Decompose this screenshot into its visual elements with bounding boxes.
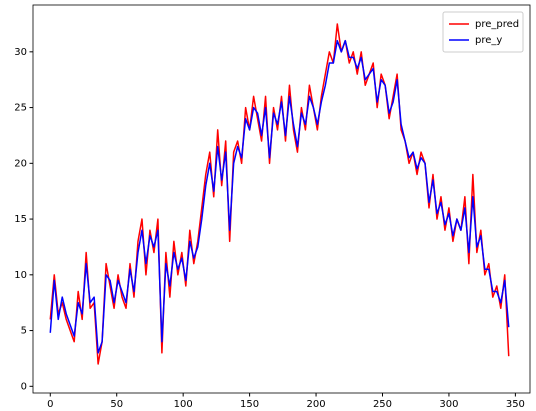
x-tick-label: 150 (240, 399, 259, 410)
plot-frame (32, 4, 531, 394)
x-tick-label: 250 (373, 399, 392, 410)
y-tick-label: 0 (21, 381, 27, 392)
y-tick-label: 30 (14, 47, 27, 58)
y-tick-label: 5 (21, 326, 27, 337)
x-tick-label: 100 (174, 399, 193, 410)
y-tick-label: 10 (14, 270, 27, 281)
legend-label: pre_y (475, 35, 502, 46)
x-tick-label: 50 (110, 399, 123, 410)
x-tick-label: 200 (307, 399, 326, 410)
y-tick-label: 20 (14, 158, 27, 169)
legend-label: pre_pred (475, 19, 519, 30)
x-tick-label: 300 (439, 399, 458, 410)
legend-box (442, 11, 524, 53)
x-tick-label: 0 (47, 399, 53, 410)
series-line (49, 39, 510, 354)
y-tick-label: 25 (14, 103, 27, 114)
y-tick-label: 15 (14, 214, 27, 225)
x-tick-label: 350 (506, 399, 525, 410)
